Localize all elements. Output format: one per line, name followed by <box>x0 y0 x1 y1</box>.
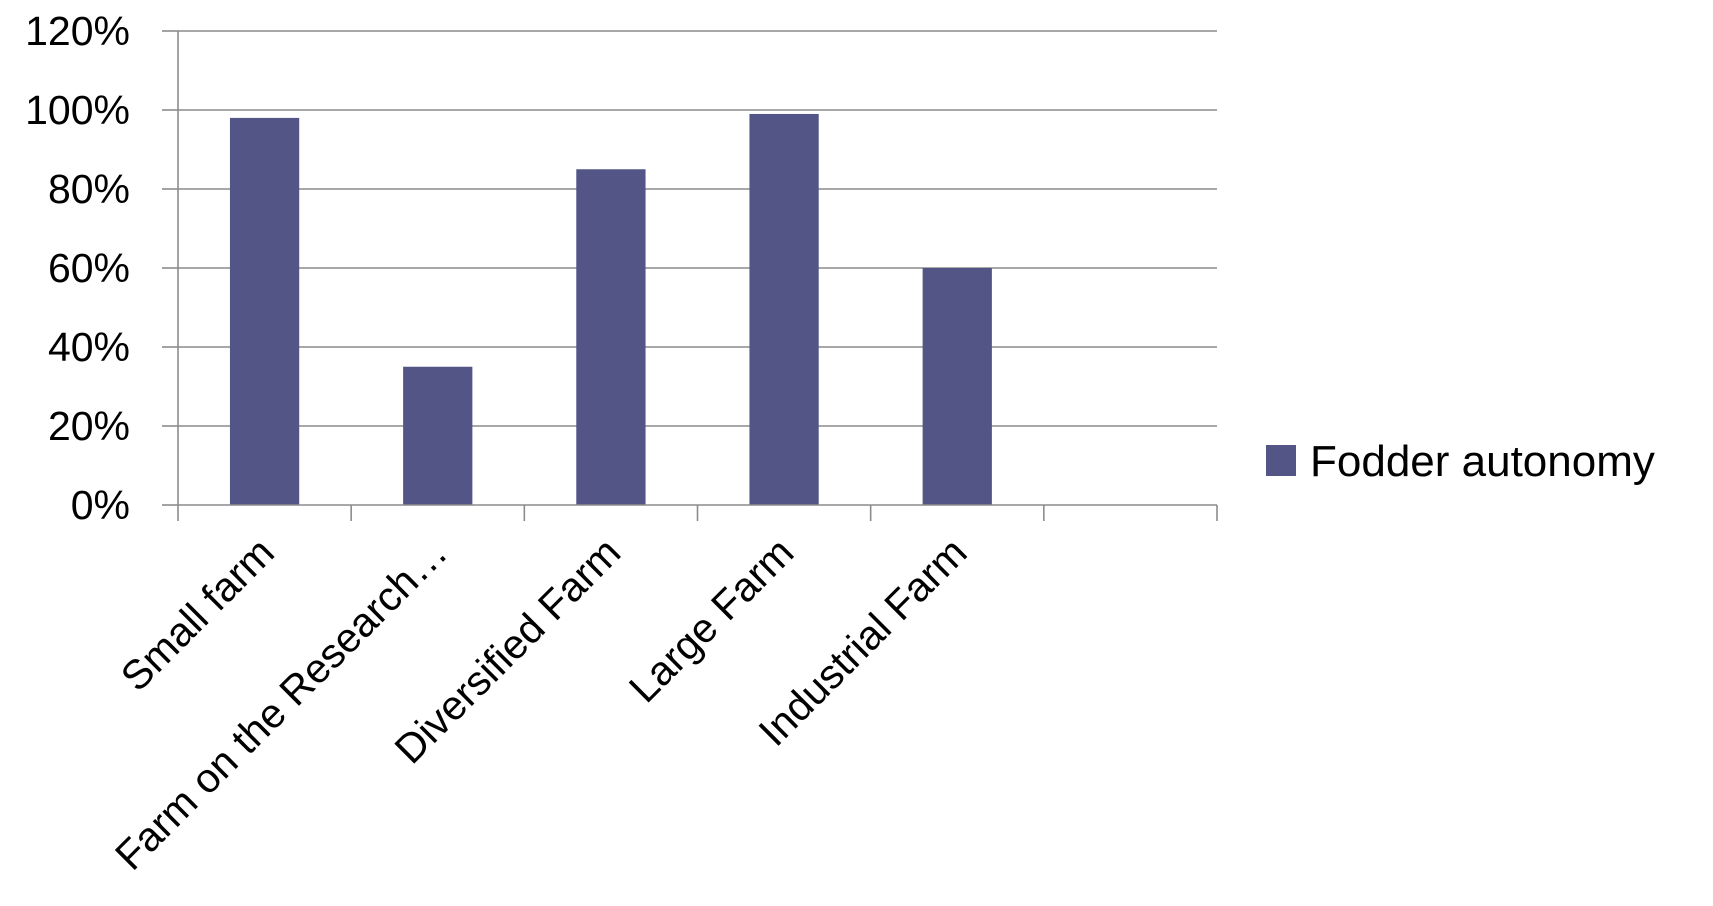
y-tick-label: 60% <box>48 245 130 291</box>
x-tick-label: Large Farm <box>620 529 802 711</box>
bar <box>922 268 992 505</box>
axes <box>162 30 1218 521</box>
legend-label: Fodder autonomy <box>1310 437 1655 486</box>
y-tick-label: 80% <box>48 166 130 212</box>
bar <box>229 117 300 506</box>
y-tick-label: 100% <box>25 87 130 133</box>
y-tick-labels: 0% 20% 40% 60% 80% 100% 120% <box>25 8 130 528</box>
y-tick-label: 20% <box>48 403 130 449</box>
legend: Fodder autonomy <box>1266 437 1655 486</box>
x-tick-label: Small farm <box>112 529 283 700</box>
bar <box>576 169 646 505</box>
legend-swatch <box>1266 445 1296 476</box>
bar <box>749 113 819 505</box>
y-tick-label: 120% <box>25 8 130 54</box>
x-tick-label: Farm on the Research… <box>106 529 456 879</box>
bar <box>403 366 473 505</box>
y-tick-label: 0% <box>71 482 130 528</box>
bars <box>229 113 992 506</box>
gridlines <box>178 30 1217 427</box>
y-tick-label: 40% <box>48 324 130 370</box>
